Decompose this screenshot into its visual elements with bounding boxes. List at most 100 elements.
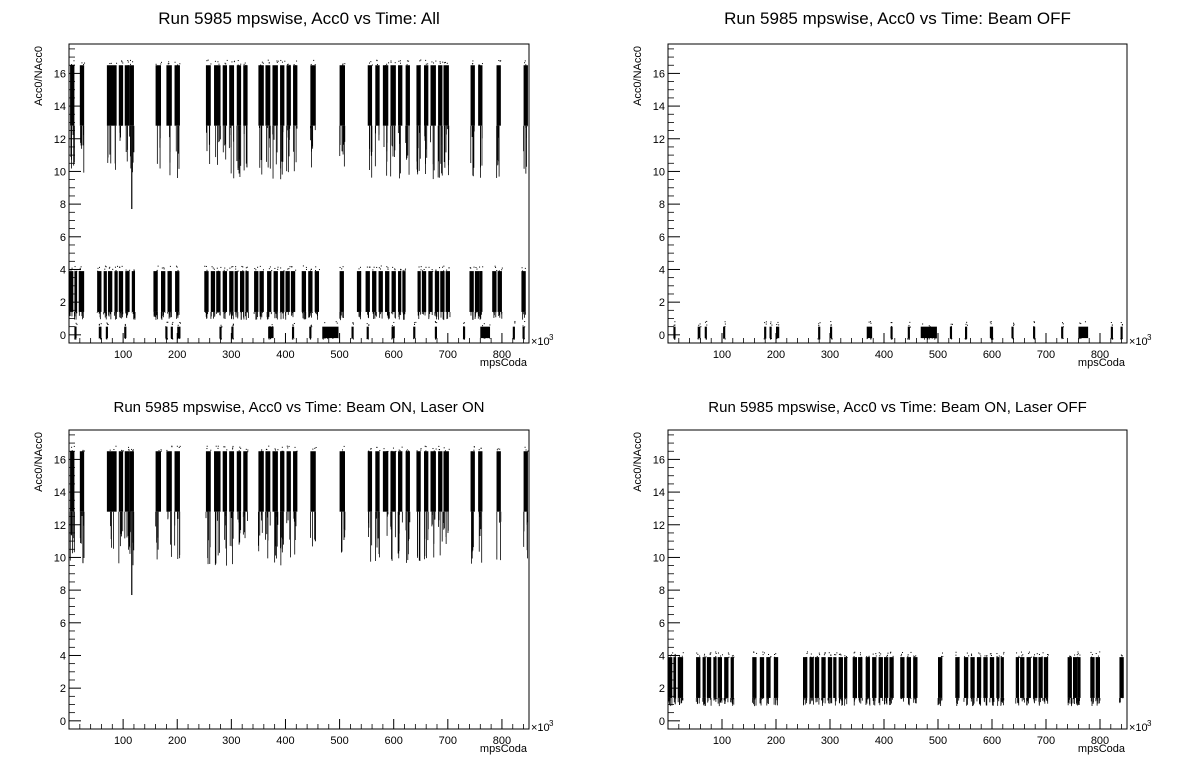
data-point — [408, 60, 410, 62]
data-point — [84, 62, 86, 64]
data-point — [260, 450, 262, 452]
data-point — [174, 61, 176, 63]
data-point — [990, 653, 992, 655]
data-band-block — [970, 657, 975, 698]
data-point — [98, 324, 100, 326]
data-point — [127, 65, 129, 67]
data-point — [404, 269, 406, 271]
x-tick-label: 700 — [439, 735, 457, 747]
data-band-block — [1026, 657, 1031, 698]
data-point — [343, 445, 345, 447]
data-point — [132, 449, 134, 451]
data-point — [224, 62, 226, 64]
data-point — [986, 655, 988, 657]
data-point — [125, 326, 127, 328]
y-tick-label: 14 — [54, 487, 66, 499]
data-point — [378, 267, 380, 269]
data-point — [1099, 651, 1101, 653]
data-point — [205, 265, 207, 267]
data-point — [915, 655, 917, 657]
data-point — [498, 60, 500, 62]
data-band-block — [166, 65, 172, 126]
data-point — [989, 653, 991, 655]
data-point — [765, 321, 767, 323]
data-point — [524, 267, 526, 269]
data-point — [524, 321, 526, 323]
data-point — [315, 270, 317, 272]
data-point — [838, 653, 840, 655]
data-point — [435, 269, 437, 271]
chart-title: Run 5985 mpswise, Acc0 vs Time: Beam ON,… — [114, 399, 485, 416]
data-band-block — [322, 326, 339, 339]
data-band-block — [259, 271, 264, 312]
data-point — [288, 268, 290, 270]
data-point — [425, 59, 427, 61]
data-point — [172, 321, 174, 323]
data-point — [966, 324, 968, 326]
data-band-block — [366, 326, 369, 339]
data-band-block — [124, 65, 130, 126]
data-point — [724, 323, 726, 325]
data-point — [109, 449, 111, 451]
x-tick-label: 100 — [114, 349, 132, 361]
x-axis-label: mpsCoda — [480, 743, 528, 755]
data-point — [501, 269, 503, 271]
data-band-block — [759, 657, 765, 698]
data-point — [1033, 322, 1035, 324]
data-point — [286, 445, 288, 447]
data-point — [810, 656, 812, 658]
data-point — [247, 449, 249, 451]
data-point — [1121, 324, 1123, 326]
data-band-block — [872, 657, 877, 698]
x-tick-label: 200 — [767, 349, 785, 361]
data-band-block — [254, 271, 259, 312]
data-point — [171, 445, 173, 447]
data-point — [495, 266, 497, 268]
data-point — [296, 60, 298, 62]
plot-frame — [667, 43, 1128, 344]
data-band-block — [434, 326, 437, 339]
data-point — [71, 64, 73, 66]
data-point — [770, 323, 772, 325]
x-tick-label: 400 — [875, 735, 893, 747]
data-point — [239, 446, 241, 448]
data-point — [260, 64, 262, 66]
data-point — [232, 445, 234, 447]
data-point — [237, 64, 239, 66]
data-point — [276, 60, 278, 62]
data-point — [386, 451, 388, 453]
data-point — [282, 450, 284, 452]
plot-panel-3: Run 5985 mpswise, Acc0 vs Time: Beam ON,… — [33, 399, 554, 755]
data-point — [481, 63, 483, 65]
y-tick-label: 2 — [659, 297, 665, 309]
data-point — [1042, 652, 1044, 654]
data-band-block — [673, 657, 677, 698]
y-tick-label: 14 — [653, 101, 665, 113]
y-tick-label: 4 — [60, 264, 66, 276]
data-point — [844, 655, 846, 657]
data-point — [715, 651, 717, 653]
data-point — [158, 450, 160, 452]
data-band-block — [821, 657, 826, 698]
data-point — [97, 270, 99, 272]
data-point — [768, 653, 770, 655]
data-point — [128, 449, 130, 451]
data-band-block — [858, 657, 863, 698]
data-point — [524, 446, 526, 448]
data-point — [812, 656, 814, 658]
data-point — [810, 653, 812, 655]
data-band-block — [280, 451, 285, 512]
data-band-block — [245, 271, 249, 312]
data-point — [225, 63, 227, 65]
data-point — [283, 270, 285, 272]
data-point — [892, 655, 894, 657]
data-point — [499, 60, 501, 62]
data-band-block — [1061, 326, 1064, 339]
data-point — [390, 61, 392, 63]
data-point — [386, 63, 388, 65]
data-band-block — [706, 657, 712, 698]
data-point — [177, 324, 179, 326]
data-band-block — [309, 326, 312, 339]
data-point — [168, 63, 170, 65]
data-band-block — [129, 451, 134, 512]
